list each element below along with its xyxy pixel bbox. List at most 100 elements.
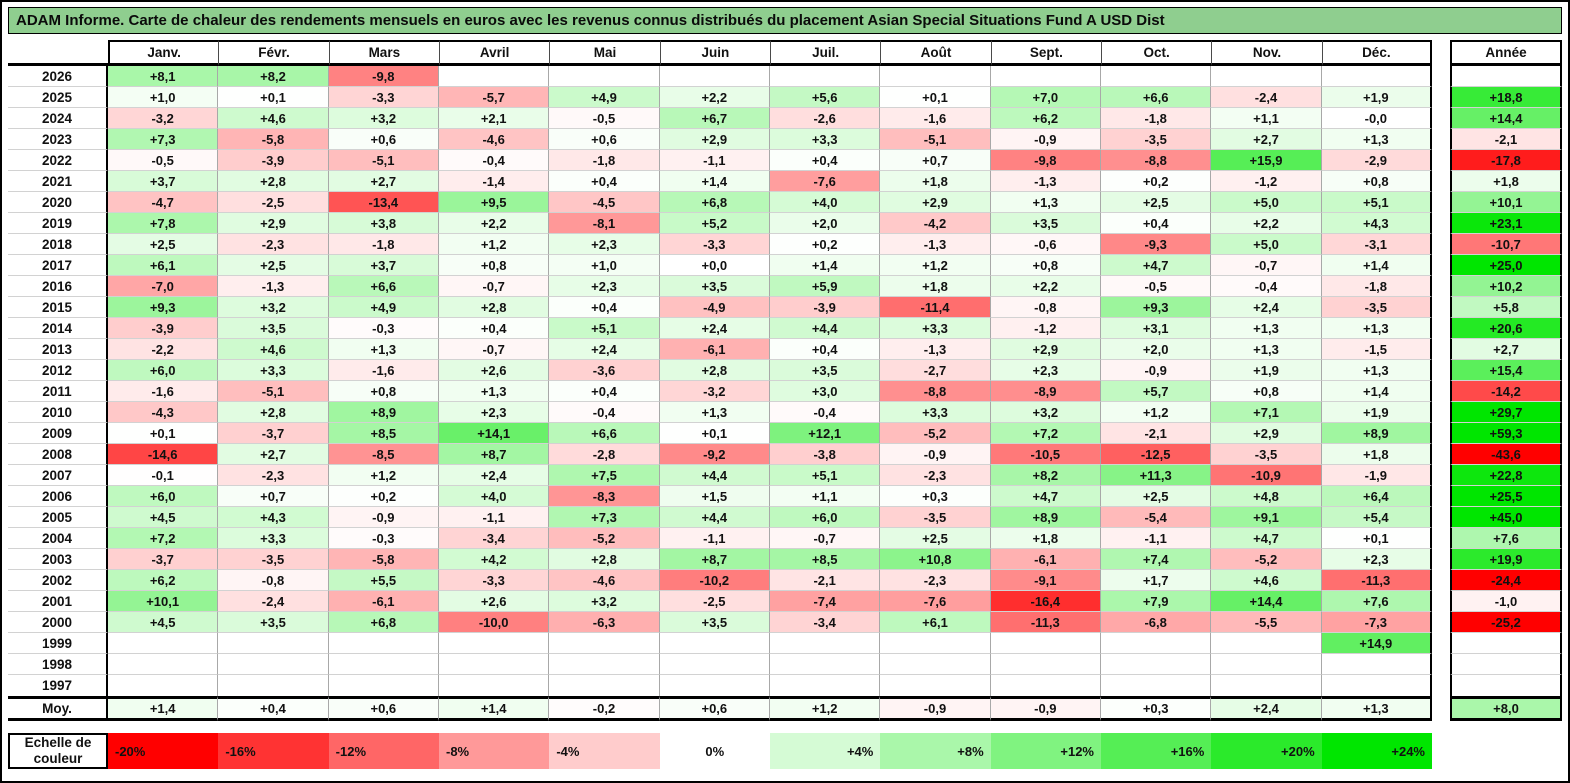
heatmap-cell bbox=[1101, 66, 1212, 87]
heatmap-cell bbox=[880, 633, 991, 654]
heatmap-cell: +1,4 bbox=[1321, 381, 1432, 402]
heatmap-cell: +3,5 bbox=[990, 213, 1101, 234]
heatmap-cell: -3,1 bbox=[1321, 234, 1432, 255]
year-label: 2015 bbox=[8, 297, 108, 318]
heatmap-cell: +4,6 bbox=[218, 339, 329, 360]
heatmap-cell: -2,4 bbox=[1211, 87, 1322, 108]
heatmap-cell bbox=[770, 66, 881, 87]
heatmap-cell: +4,0 bbox=[770, 192, 881, 213]
heatmap-cell: +8,9 bbox=[1321, 423, 1432, 444]
heatmap-cell: -1,6 bbox=[108, 381, 219, 402]
annee-cell: -25,2 bbox=[1450, 612, 1562, 633]
heatmap-cell: +2,4 bbox=[549, 339, 660, 360]
heatmap-cell: -3,5 bbox=[880, 507, 991, 528]
heatmap-cell: -9,1 bbox=[990, 570, 1101, 591]
heatmap-cell: -1,8 bbox=[1321, 276, 1432, 297]
heatmap-cell: +3,2 bbox=[328, 108, 439, 129]
year-label: 2026 bbox=[8, 66, 108, 87]
heatmap-cell: +0,4 bbox=[1101, 213, 1212, 234]
heatmap-cell: +6,8 bbox=[659, 192, 770, 213]
heatmap-cell: -0,0 bbox=[1321, 108, 1432, 129]
heatmap-cell: -2,8 bbox=[549, 444, 660, 465]
heatmap-cell bbox=[108, 675, 219, 696]
heatmap-cell: +3,2 bbox=[990, 402, 1101, 423]
heatmap-cell: -5,8 bbox=[328, 549, 439, 570]
heatmap-cell bbox=[1211, 633, 1322, 654]
heatmap-cell: +2,6 bbox=[439, 591, 550, 612]
heatmap-cell: -0,5 bbox=[108, 150, 219, 171]
heatmap-cell: -9,8 bbox=[328, 66, 439, 87]
heatmap-cell: +5,9 bbox=[770, 276, 881, 297]
heatmap-cell: -0,8 bbox=[990, 297, 1101, 318]
heatmap-cell: +4,4 bbox=[659, 507, 770, 528]
heatmap-cell bbox=[549, 66, 660, 87]
heatmap-cell: +3,3 bbox=[218, 360, 329, 381]
heatmap-cell: +2,9 bbox=[1211, 423, 1322, 444]
heatmap-cell: -3,9 bbox=[218, 150, 329, 171]
heatmap-cell: +3,3 bbox=[880, 402, 991, 423]
scale-cell: +24% bbox=[1321, 733, 1432, 769]
heatmap-cell: +8,2 bbox=[218, 66, 329, 87]
heatmap-cell: +0,4 bbox=[549, 171, 660, 192]
month-header: Juil. bbox=[770, 40, 881, 66]
heatmap-cell: +3,1 bbox=[1101, 318, 1212, 339]
heatmap-cell: -0,3 bbox=[328, 318, 439, 339]
heatmap-cell: +3,5 bbox=[218, 318, 329, 339]
heatmap-cell: -14,6 bbox=[108, 444, 219, 465]
heatmap-cell: -2,3 bbox=[218, 234, 329, 255]
month-header: Déc. bbox=[1321, 40, 1432, 66]
year-label: 2022 bbox=[8, 150, 108, 171]
heatmap-cell: -5,2 bbox=[1211, 549, 1322, 570]
heatmap-cell: -3,8 bbox=[770, 444, 881, 465]
year-label: 2025 bbox=[8, 87, 108, 108]
heatmap-cell: +2,3 bbox=[439, 402, 550, 423]
heatmap-cell: -7,4 bbox=[770, 591, 881, 612]
heatmap-cell: -6,8 bbox=[1101, 612, 1212, 633]
heatmap-cell: +1,3 bbox=[1321, 360, 1432, 381]
heatmap-cell: -2,5 bbox=[218, 192, 329, 213]
heatmap-cell: +6,1 bbox=[880, 612, 991, 633]
annee-cell: -24,4 bbox=[1450, 570, 1562, 591]
heatmap-cell: -5,4 bbox=[1101, 507, 1212, 528]
heatmap-cell: +3,0 bbox=[770, 381, 881, 402]
heatmap-cell: +2,1 bbox=[439, 108, 550, 129]
annee-header: Année bbox=[1450, 40, 1562, 66]
heatmap-cell: -3,3 bbox=[659, 234, 770, 255]
moy-cell: +2,4 bbox=[1211, 696, 1322, 721]
heatmap-cell: +1,3 bbox=[439, 381, 550, 402]
heatmap-cell: +1,2 bbox=[328, 465, 439, 486]
heatmap-cell: +4,9 bbox=[549, 87, 660, 108]
table-gap bbox=[1432, 66, 1450, 87]
scale-cell: -4% bbox=[549, 733, 660, 769]
heatmap-cell: +4,3 bbox=[1321, 213, 1432, 234]
heatmap-cell: +6,2 bbox=[108, 570, 219, 591]
moy-label: Moy. bbox=[8, 696, 108, 721]
heatmap-cell bbox=[770, 633, 881, 654]
heatmap-cell: +2,0 bbox=[1101, 339, 1212, 360]
table-gap bbox=[1432, 297, 1450, 318]
year-label: 1998 bbox=[8, 654, 108, 675]
heatmap-cell: +0,8 bbox=[439, 255, 550, 276]
heatmap-cell: -8,3 bbox=[549, 486, 660, 507]
year-label: 2024 bbox=[8, 108, 108, 129]
moy-cell: +0,6 bbox=[659, 696, 770, 721]
heatmap-cell: -2,1 bbox=[1101, 423, 1212, 444]
heatmap-cell: +1,3 bbox=[659, 402, 770, 423]
year-label: 2023 bbox=[8, 129, 108, 150]
heatmap-cell: +0,6 bbox=[549, 129, 660, 150]
heatmap-cell: +8,1 bbox=[108, 66, 219, 87]
moy-cell: +0,3 bbox=[1101, 696, 1212, 721]
year-label: 2006 bbox=[8, 486, 108, 507]
month-header: Oct. bbox=[1101, 40, 1212, 66]
year-label: 2013 bbox=[8, 339, 108, 360]
heatmap-cell: -5,5 bbox=[1211, 612, 1322, 633]
heatmap-cell: -10,0 bbox=[439, 612, 550, 633]
year-label: 2009 bbox=[8, 423, 108, 444]
heatmap-cell: +1,0 bbox=[108, 87, 219, 108]
heatmap-cell: -7,3 bbox=[1321, 612, 1432, 633]
table-gap bbox=[1432, 528, 1450, 549]
year-label: 2011 bbox=[8, 381, 108, 402]
table-gap bbox=[1432, 87, 1450, 108]
heatmap-cell: -0,4 bbox=[549, 402, 660, 423]
heatmap-cell: +11,3 bbox=[1101, 465, 1212, 486]
